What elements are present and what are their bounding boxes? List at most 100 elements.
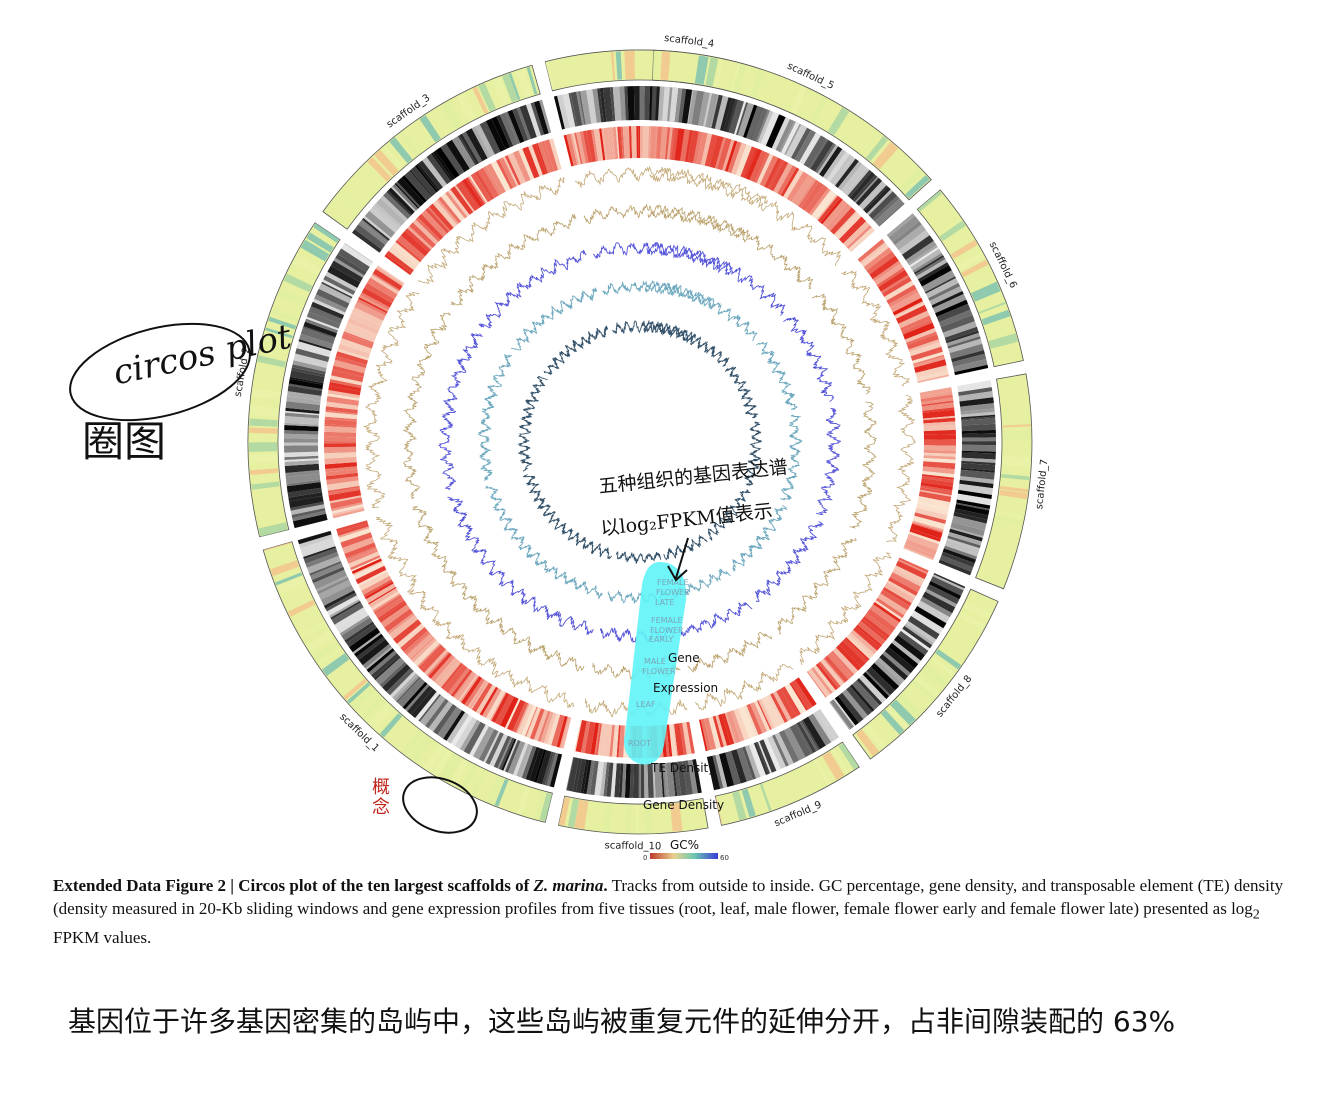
gc-band	[389, 137, 413, 164]
gene-density-band	[288, 378, 324, 390]
te-density-band	[469, 175, 488, 204]
gene-density-band	[376, 198, 406, 226]
te-density-band	[350, 555, 381, 571]
gene-density-band	[521, 745, 537, 780]
expr-male-flower-scaffold_2	[438, 333, 484, 491]
te-density-band	[884, 280, 915, 301]
track-label-highlight	[624, 562, 687, 765]
te-density-band	[391, 241, 421, 267]
gene-density-band	[290, 370, 325, 384]
gene-density-band	[322, 279, 354, 297]
gene-density-band	[750, 107, 768, 142]
gene-density-band	[760, 111, 780, 146]
gene-density-band	[395, 181, 421, 208]
gene-density-band	[292, 510, 327, 522]
te-density-band	[922, 461, 956, 470]
gene-density-band	[329, 599, 360, 618]
gene-density-band	[374, 202, 402, 228]
te-density-band	[767, 694, 785, 725]
te-density-band	[833, 211, 857, 236]
gene-density-band	[687, 89, 694, 124]
gene-density-band	[908, 245, 938, 266]
gc-band	[300, 239, 330, 262]
gene-density-band	[360, 219, 389, 243]
expr-root-scaffold_9	[694, 664, 794, 711]
te-density-band	[359, 294, 389, 312]
te-density-band	[447, 189, 470, 217]
te-density-band	[574, 719, 582, 752]
gene-density-band	[308, 306, 343, 325]
gene-density-band	[845, 168, 870, 196]
gene-density-band	[677, 761, 687, 796]
te-density-band	[912, 515, 946, 530]
gc-band	[963, 601, 992, 620]
gc-band	[264, 542, 292, 551]
gene-density-band	[763, 737, 781, 771]
te-density-band	[919, 489, 952, 497]
te-density-band	[923, 452, 956, 457]
te-density-band	[612, 724, 618, 757]
te-density-band	[762, 696, 782, 727]
gene-density-band	[318, 283, 352, 304]
gene-density-band	[925, 278, 959, 299]
te-density-band	[540, 140, 554, 173]
gene-density-band	[784, 727, 806, 761]
te-density-band	[924, 439, 957, 446]
te-density-band	[642, 126, 649, 159]
te-density-band	[535, 143, 548, 174]
te-density-band	[325, 466, 358, 473]
gene-density-band	[603, 762, 610, 797]
gc-band	[995, 511, 1024, 519]
te-density-band	[454, 672, 475, 700]
annotation-circle-circos	[69, 322, 251, 422]
gc-band	[1002, 424, 1031, 428]
gene-density-band	[283, 442, 318, 446]
te-density-band	[616, 725, 621, 758]
te-density-band	[364, 581, 394, 600]
te-density-band	[450, 669, 473, 697]
te-density-band	[916, 370, 949, 382]
te-density-band	[582, 130, 592, 163]
te-density-band	[396, 623, 425, 648]
gene-density-band	[289, 376, 324, 385]
gene-density-band	[597, 88, 604, 123]
gene-density-band	[386, 668, 414, 696]
label-fe-2: FLOWER	[650, 626, 684, 635]
gene-density-band	[961, 450, 996, 454]
gc-band	[306, 232, 334, 253]
te-density-band	[341, 333, 374, 349]
expr-female-flower-late-scaffold_10	[615, 551, 662, 565]
gene-density-band	[284, 460, 319, 466]
gene-density-band	[303, 321, 337, 338]
gene-density-band	[426, 153, 451, 185]
gene-density-band	[917, 262, 949, 282]
te-density-band	[703, 717, 717, 750]
segment-scaffold_7	[903, 373, 1033, 590]
te-density-band	[908, 531, 940, 545]
gene-density-band	[917, 600, 950, 624]
te-density-band	[920, 482, 953, 491]
gene-density-band	[960, 411, 995, 418]
gene-density-band	[916, 259, 948, 280]
te-density-band	[638, 125, 641, 158]
gene-density-band	[691, 90, 704, 126]
gene-density-band	[799, 132, 821, 165]
te-density-band	[443, 664, 468, 693]
gc-band	[918, 190, 942, 212]
gene-density-band	[888, 642, 919, 669]
te-density-band	[384, 254, 412, 276]
te-density-band	[460, 180, 481, 209]
gc-band	[939, 220, 966, 242]
gene-density-band	[852, 174, 878, 202]
gc-band	[494, 779, 509, 807]
gene-density-band	[902, 235, 934, 261]
gene-density-band	[428, 701, 453, 732]
expr-male-flower-scaffold_3	[478, 249, 587, 329]
gene-density-band	[536, 750, 552, 785]
te-density-band	[687, 130, 699, 163]
gene-density-band	[289, 495, 324, 509]
expr-leaf-scaffold_4	[583, 203, 750, 239]
te-density-band	[628, 126, 633, 159]
gene-density-band	[794, 129, 816, 163]
gc-band	[922, 664, 949, 689]
